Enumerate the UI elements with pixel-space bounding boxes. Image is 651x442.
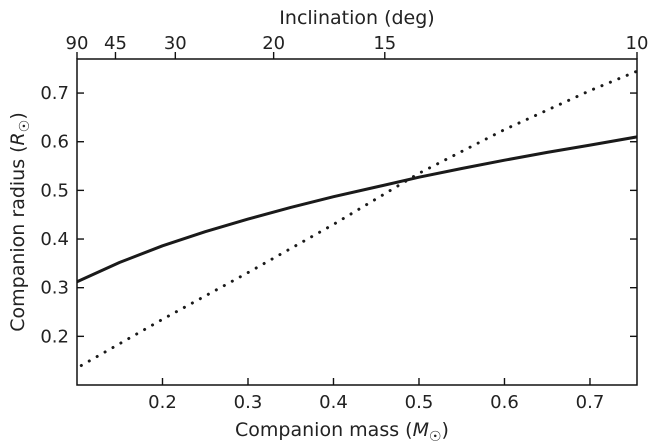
solid-line-series bbox=[76, 135, 638, 284]
top-tick-label-2: 30 bbox=[164, 33, 187, 54]
y-tick-label-4: 0.6 bbox=[40, 132, 69, 153]
y-tick-label-1: 0.3 bbox=[40, 278, 69, 299]
top-tick-label-5: 10 bbox=[626, 33, 649, 54]
top-axis-title: Inclination (deg) bbox=[279, 7, 434, 29]
x-axis-title: Companion mass (M☉) bbox=[235, 419, 449, 442]
dotted-line-series bbox=[79, 69, 639, 367]
x-tick-label-1: 0.3 bbox=[234, 392, 263, 413]
x-axis-symbol: M bbox=[413, 419, 429, 441]
y-axis-title: Companion radius (R☉) bbox=[7, 112, 33, 332]
x-axis-sun-symbol: ☉ bbox=[429, 429, 442, 442]
y-axis-title-text: Companion radius ( bbox=[7, 145, 29, 331]
x-axis-close: ) bbox=[442, 419, 449, 441]
x-tick-label-3: 0.5 bbox=[405, 392, 434, 413]
y-axis-sun-symbol: ☉ bbox=[17, 120, 33, 133]
top-tick-label-4: 15 bbox=[373, 33, 396, 54]
top-tick-label-0: 90 bbox=[66, 33, 89, 54]
y-tick-label-2: 0.4 bbox=[40, 229, 69, 250]
x-tick-label-5: 0.7 bbox=[576, 392, 605, 413]
y-axis-close: ) bbox=[7, 112, 29, 119]
x-tick-label-2: 0.4 bbox=[319, 392, 348, 413]
ticks-layer: 0.2 0.3 0.4 0.5 0.6 0.7 0.2 0.3 0.4 0.5 0.6 0.7 90 45… bbox=[40, 33, 648, 413]
top-tick-label-1: 45 bbox=[104, 33, 127, 54]
x-tick-label-4: 0.6 bbox=[490, 392, 519, 413]
y-axis-symbol: R bbox=[7, 132, 29, 145]
y-tick-label-3: 0.5 bbox=[40, 180, 69, 201]
y-tick-label-0: 0.2 bbox=[40, 326, 69, 347]
x-tick-label-0: 0.2 bbox=[148, 392, 177, 413]
top-tick-label-3: 20 bbox=[262, 33, 285, 54]
series-layer bbox=[76, 69, 639, 367]
y-tick-label-5: 0.7 bbox=[40, 83, 69, 104]
plot-frame bbox=[76, 58, 638, 386]
x-axis-title-text: Companion mass ( bbox=[235, 419, 413, 441]
